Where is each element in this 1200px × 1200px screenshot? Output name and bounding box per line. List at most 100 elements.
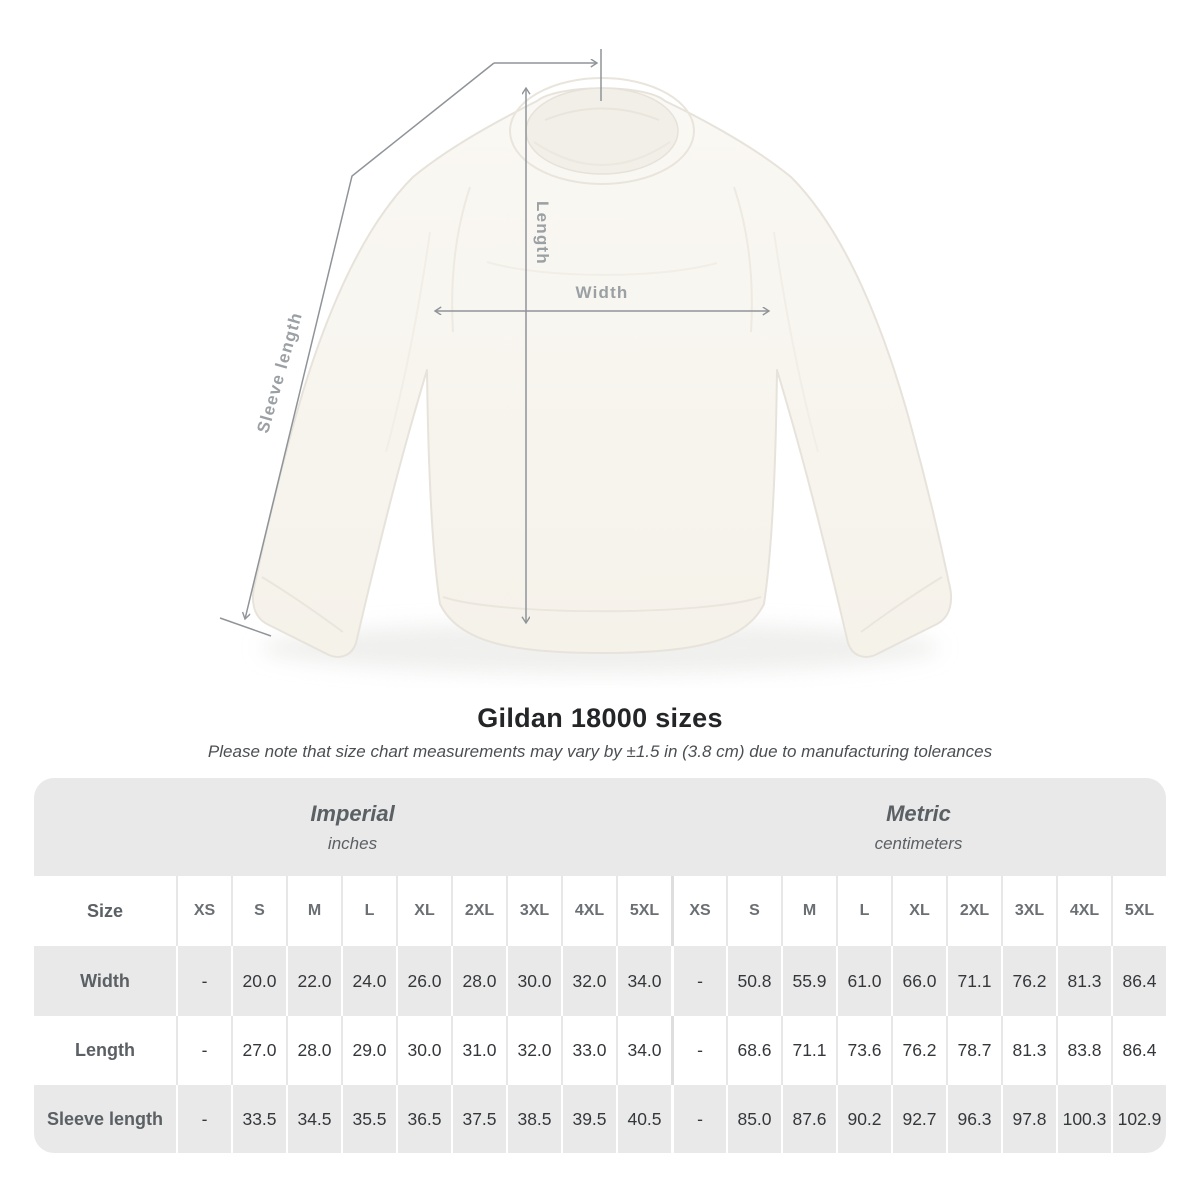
table-cell: 30.0 bbox=[506, 946, 561, 1016]
row-label-length: Length bbox=[75, 1040, 135, 1060]
collar-inner-back bbox=[544, 107, 660, 121]
table-cell: 50.8 bbox=[726, 946, 781, 1016]
table-cell: 55.9 bbox=[781, 946, 836, 1016]
size-header-imperial-m: M bbox=[286, 876, 341, 946]
sleeve-length-arrow bbox=[245, 62, 495, 619]
table-cell: 28.0 bbox=[286, 1016, 341, 1085]
table-cell: 71.1 bbox=[946, 946, 1001, 1016]
width-label: Width bbox=[575, 283, 628, 302]
table-cell: 76.2 bbox=[891, 1016, 946, 1085]
size-column-header: Size bbox=[86, 900, 124, 921]
table-cell: 92.7 bbox=[891, 1085, 946, 1153]
table-cell: 76.2 bbox=[1001, 946, 1056, 1016]
table-cell: - bbox=[671, 1016, 726, 1085]
table-cell: - bbox=[671, 1085, 726, 1153]
table-cell: 33.5 bbox=[231, 1085, 286, 1153]
size-header-imperial-2xl: 2XL bbox=[451, 876, 506, 946]
size-header-imperial-xl: XL bbox=[396, 876, 451, 946]
size-header-metric-4xl: 4XL bbox=[1056, 876, 1111, 946]
table-cell: 30.0 bbox=[396, 1016, 451, 1085]
table-cell: - bbox=[176, 1085, 231, 1153]
table-cell: 61.0 bbox=[836, 946, 891, 1016]
sweatshirt-illustration: Length Width Sleeve length bbox=[219, 49, 953, 674]
table-cell: 29.0 bbox=[341, 1016, 396, 1085]
table-cell: - bbox=[671, 946, 726, 1016]
table-cell: 73.6 bbox=[836, 1016, 891, 1085]
size-header-metric-xs: XS bbox=[671, 876, 726, 946]
collar-opening bbox=[525, 87, 679, 175]
caption-block: Gildan 18000 sizes Please note that size… bbox=[0, 702, 1200, 762]
table-cell: 100.3 bbox=[1056, 1085, 1111, 1153]
table-cell: 35.5 bbox=[341, 1085, 396, 1153]
row-label-width: Width bbox=[34, 946, 176, 1016]
size-header-imperial-3xl: 3XL bbox=[506, 876, 561, 946]
table-cell: 33.0 bbox=[561, 1016, 616, 1085]
table-cell: 90.2 bbox=[836, 1085, 891, 1153]
fabric-fold-right bbox=[773, 231, 819, 453]
table-cell: 78.7 bbox=[946, 1016, 1001, 1085]
size-chart-table: Imperial inches Metric centimeters Size XS S M L… bbox=[34, 778, 1166, 1153]
table-cell: 86.4 bbox=[1111, 946, 1166, 1016]
table-cell: 22.0 bbox=[286, 946, 341, 1016]
table-cell: 36.5 bbox=[396, 1085, 451, 1153]
unit-sublabel: centimeters bbox=[874, 833, 963, 853]
size-header-metric-5xl: 5XL bbox=[1111, 876, 1166, 946]
cuff-seam-right bbox=[860, 576, 943, 633]
table-cell: 34.0 bbox=[616, 1016, 671, 1085]
size-header-imperial-5xl: 5XL bbox=[616, 876, 671, 946]
size-header-metric-2xl: 2XL bbox=[946, 876, 1001, 946]
table-cell: 24.0 bbox=[341, 946, 396, 1016]
size-header-metric-s: S bbox=[726, 876, 781, 946]
table-cell: 66.0 bbox=[891, 946, 946, 1016]
table-cell: 37.5 bbox=[451, 1085, 506, 1153]
unit-label: Metric bbox=[886, 800, 951, 826]
table-cell: 39.5 bbox=[561, 1085, 616, 1153]
table-cell: 31.0 bbox=[451, 1016, 506, 1085]
table-cell: 27.0 bbox=[231, 1016, 286, 1085]
table-cell: 28.0 bbox=[451, 946, 506, 1016]
row-label-sleeve-length: Sleeve length bbox=[34, 1085, 176, 1153]
table-cell: 20.0 bbox=[231, 946, 286, 1016]
sweatshirt-body bbox=[251, 87, 953, 658]
cuff-seam-left bbox=[261, 576, 344, 633]
table-cell: 71.1 bbox=[781, 1016, 836, 1085]
collar-rib-seam bbox=[509, 77, 695, 185]
table-cell: 86.4 bbox=[1111, 1016, 1166, 1085]
tolerance-note: Please note that size chart measurements… bbox=[207, 742, 993, 761]
page-title: Gildan 18000 sizes bbox=[477, 703, 723, 733]
table-cell: 87.6 bbox=[781, 1085, 836, 1153]
table-cell: 85.0 bbox=[726, 1085, 781, 1153]
table-cell: 26.0 bbox=[396, 946, 451, 1016]
table-cell: 83.8 bbox=[1056, 1016, 1111, 1085]
table-cell: - bbox=[176, 946, 231, 1016]
imperial-unit-header: Imperial inches bbox=[34, 778, 671, 876]
table-cell: 38.5 bbox=[506, 1085, 561, 1153]
table-cell: 102.9 bbox=[1111, 1085, 1166, 1153]
table-cell: 81.3 bbox=[1056, 946, 1111, 1016]
sleeve-end-tick bbox=[219, 617, 272, 637]
size-header-imperial-l: L bbox=[341, 876, 396, 946]
fabric-fold-chest bbox=[486, 261, 718, 276]
table-cell: 32.0 bbox=[561, 946, 616, 1016]
size-header-metric-m: M bbox=[781, 876, 836, 946]
table-cell: 34.0 bbox=[616, 946, 671, 1016]
metric-unit-header: Metric centimeters bbox=[671, 778, 1166, 876]
size-header-metric-l: L bbox=[836, 876, 891, 946]
unit-label: Imperial bbox=[310, 800, 395, 826]
table-cell: 40.5 bbox=[616, 1085, 671, 1153]
table-cell: 96.3 bbox=[946, 1085, 1001, 1153]
size-header-imperial-4xl: 4XL bbox=[561, 876, 616, 946]
size-header-metric-xl: XL bbox=[891, 876, 946, 946]
hem-seam bbox=[442, 596, 762, 613]
table-cell: 81.3 bbox=[1001, 1016, 1056, 1085]
collar-bottom-seam bbox=[533, 141, 671, 166]
table-cell: 34.5 bbox=[286, 1085, 341, 1153]
table-cell: 97.8 bbox=[1001, 1085, 1056, 1153]
table-cell: 32.0 bbox=[506, 1016, 561, 1085]
size-header-imperial-xs: XS bbox=[176, 876, 231, 946]
unit-sublabel: inches bbox=[327, 833, 378, 853]
fabric-fold-left bbox=[385, 231, 431, 453]
table-cell: 68.6 bbox=[726, 1016, 781, 1085]
product-measurement-diagram: Length Width Sleeve length bbox=[219, 49, 953, 674]
size-header-metric-3xl: 3XL bbox=[1001, 876, 1056, 946]
